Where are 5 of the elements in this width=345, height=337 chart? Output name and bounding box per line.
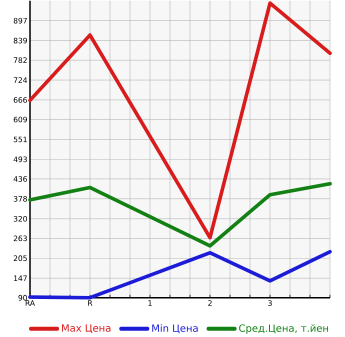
line-series xyxy=(28,182,332,248)
legend-label: Сред.Цена, т.йен xyxy=(239,324,328,334)
line-series xyxy=(28,1,332,240)
legend-label: Min Цена xyxy=(152,324,198,334)
legend-label: Max Цена xyxy=(62,324,110,334)
